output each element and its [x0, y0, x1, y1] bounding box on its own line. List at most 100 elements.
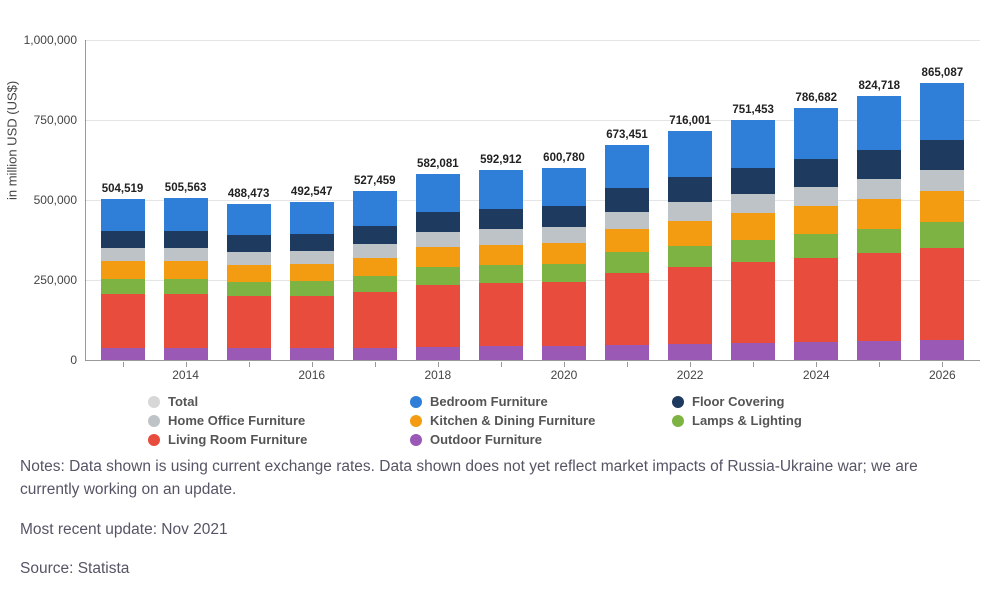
bar-segment-lamps[interactable] [164, 279, 208, 294]
bar-segment-bedroom[interactable] [542, 168, 586, 206]
bar-segment-floor[interactable] [227, 235, 271, 252]
bar-segment-outdoor[interactable] [290, 348, 334, 360]
bar-segment-floor[interactable] [353, 226, 397, 245]
bar-segment-kitchen[interactable] [290, 264, 334, 281]
legend-item[interactable]: Outdoor Furniture [410, 432, 662, 447]
bar-segment-kitchen[interactable] [227, 265, 271, 282]
bar-segment-homeoffice[interactable] [416, 232, 460, 247]
bar-segment-kitchen[interactable] [542, 243, 586, 264]
bar-segment-outdoor[interactable] [731, 343, 775, 360]
bar-segment-bedroom[interactable] [101, 199, 145, 231]
bar-stack[interactable]: 492,547 [290, 202, 334, 360]
bar-segment-homeoffice[interactable] [857, 179, 901, 200]
bar-segment-bedroom[interactable] [857, 96, 901, 150]
bar-segment-living[interactable] [353, 292, 397, 347]
bar-segment-lamps[interactable] [290, 281, 334, 296]
bar-segment-living[interactable] [605, 273, 649, 345]
bar-segment-outdoor[interactable] [164, 348, 208, 360]
bar-segment-kitchen[interactable] [416, 247, 460, 267]
bar-segment-floor[interactable] [479, 209, 523, 230]
bar-segment-floor[interactable] [920, 140, 964, 170]
bar-segment-homeoffice[interactable] [353, 244, 397, 257]
bar-segment-living[interactable] [542, 282, 586, 346]
bar-segment-bedroom[interactable] [605, 145, 649, 189]
bar-segment-homeoffice[interactable] [290, 251, 334, 263]
bar-segment-lamps[interactable] [857, 229, 901, 254]
bar-segment-living[interactable] [857, 253, 901, 341]
bar-segment-floor[interactable] [731, 168, 775, 194]
bar-segment-lamps[interactable] [353, 276, 397, 292]
bar-segment-kitchen[interactable] [794, 206, 838, 234]
bar-segment-floor[interactable] [101, 231, 145, 249]
bar-segment-floor[interactable] [290, 234, 334, 251]
bar-segment-lamps[interactable] [731, 240, 775, 263]
bar-segment-kitchen[interactable] [857, 199, 901, 228]
bar-segment-floor[interactable] [668, 177, 712, 202]
bar-segment-kitchen[interactable] [353, 258, 397, 277]
bar-segment-living[interactable] [794, 258, 838, 342]
bar-stack[interactable]: 504,519 [101, 199, 145, 360]
bar-segment-bedroom[interactable] [794, 108, 838, 159]
bar-segment-outdoor[interactable] [479, 346, 523, 360]
bar-segment-homeoffice[interactable] [605, 212, 649, 229]
bar-segment-living[interactable] [479, 283, 523, 346]
bar-segment-living[interactable] [416, 285, 460, 347]
bar-segment-lamps[interactable] [542, 264, 586, 282]
bar-stack[interactable]: 600,780 [542, 168, 586, 360]
bar-segment-kitchen[interactable] [605, 229, 649, 253]
bar-segment-homeoffice[interactable] [920, 170, 964, 192]
bar-segment-homeoffice[interactable] [479, 229, 523, 244]
bar-segment-bedroom[interactable] [920, 83, 964, 139]
bar-segment-kitchen[interactable] [164, 261, 208, 279]
legend-item[interactable]: Kitchen & Dining Furniture [410, 413, 662, 428]
bar-stack[interactable]: 527,459 [353, 191, 397, 360]
bar-segment-outdoor[interactable] [353, 348, 397, 360]
bar-stack[interactable]: 488,473 [227, 204, 271, 360]
bar-segment-lamps[interactable] [101, 279, 145, 294]
bar-segment-bedroom[interactable] [416, 174, 460, 212]
bar-segment-homeoffice[interactable] [794, 187, 838, 207]
bar-segment-lamps[interactable] [227, 282, 271, 297]
bar-segment-floor[interactable] [164, 231, 208, 249]
bar-segment-homeoffice[interactable] [164, 248, 208, 261]
bar-segment-living[interactable] [164, 294, 208, 348]
bar-segment-kitchen[interactable] [731, 213, 775, 240]
bar-segment-floor[interactable] [416, 212, 460, 232]
bar-segment-outdoor[interactable] [794, 342, 838, 360]
bar-segment-outdoor[interactable] [101, 348, 145, 360]
bar-segment-bedroom[interactable] [164, 198, 208, 231]
bar-segment-lamps[interactable] [416, 267, 460, 285]
bar-segment-floor[interactable] [794, 159, 838, 187]
bar-segment-bedroom[interactable] [290, 202, 334, 234]
bar-segment-outdoor[interactable] [605, 345, 649, 360]
legend-item[interactable]: Home Office Furniture [148, 413, 400, 428]
bar-stack[interactable]: 824,718 [857, 96, 901, 360]
legend-item[interactable]: Living Room Furniture [148, 432, 400, 447]
bar-segment-homeoffice[interactable] [668, 202, 712, 220]
bar-stack[interactable]: 592,912 [479, 170, 523, 360]
bar-segment-outdoor[interactable] [542, 346, 586, 360]
bar-segment-lamps[interactable] [668, 246, 712, 267]
bar-stack[interactable]: 505,563 [164, 198, 208, 360]
bar-segment-kitchen[interactable] [101, 261, 145, 279]
bar-segment-lamps[interactable] [479, 265, 523, 283]
legend-item[interactable]: Floor Covering [672, 394, 924, 409]
bar-segment-lamps[interactable] [920, 222, 964, 248]
bar-segment-homeoffice[interactable] [227, 252, 271, 264]
bar-segment-lamps[interactable] [605, 252, 649, 272]
bar-stack[interactable]: 582,081 [416, 174, 460, 360]
bar-segment-living[interactable] [668, 267, 712, 343]
bar-segment-living[interactable] [920, 248, 964, 341]
bar-segment-kitchen[interactable] [479, 245, 523, 266]
bar-segment-kitchen[interactable] [668, 221, 712, 246]
bar-segment-outdoor[interactable] [668, 344, 712, 360]
bar-stack[interactable]: 716,001 [668, 131, 712, 360]
bar-segment-bedroom[interactable] [479, 170, 523, 208]
bar-segment-floor[interactable] [857, 150, 901, 179]
legend-item[interactable]: Total [148, 394, 400, 409]
bar-segment-bedroom[interactable] [353, 191, 397, 225]
legend-item[interactable]: Lamps & Lighting [672, 413, 924, 428]
bar-segment-living[interactable] [731, 262, 775, 343]
bar-segment-kitchen[interactable] [920, 191, 964, 221]
bar-segment-outdoor[interactable] [920, 340, 964, 360]
